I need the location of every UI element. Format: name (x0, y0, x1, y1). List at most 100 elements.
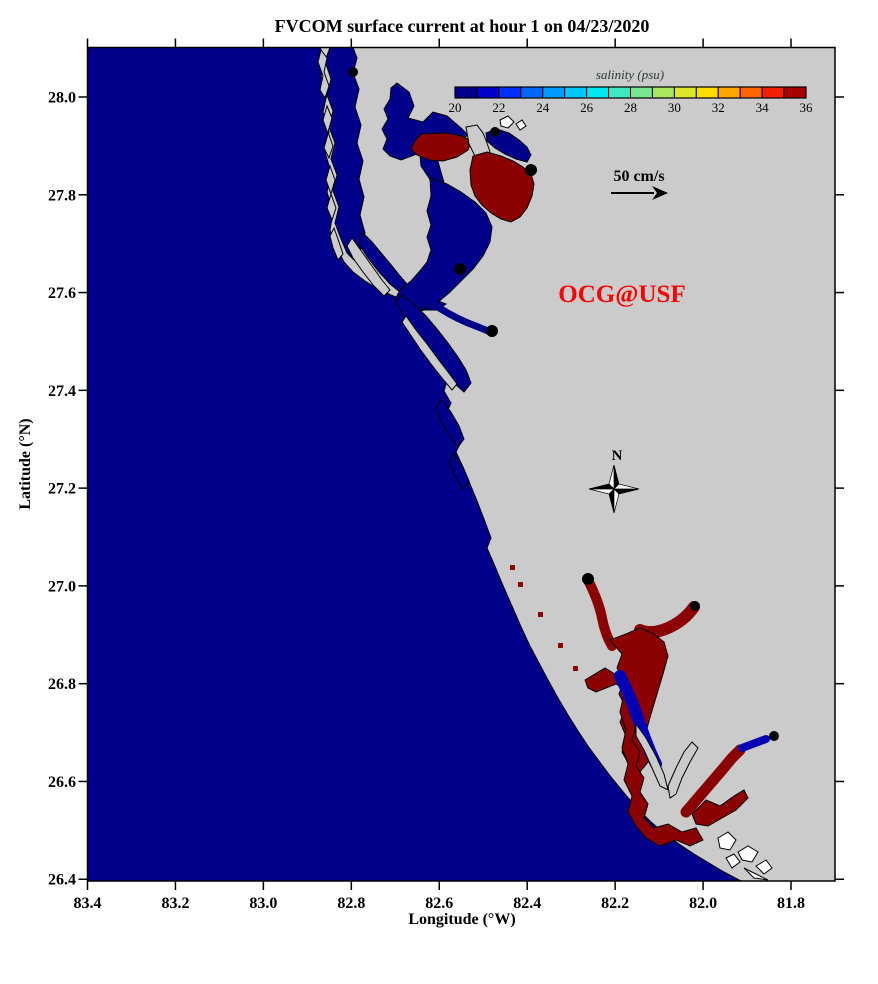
east-bay-estuary (469, 151, 535, 223)
tick-label: 82.0 (689, 895, 717, 912)
tick-label: 26.8 (48, 676, 76, 693)
colorbar-title: salinity (psu) (596, 67, 664, 82)
tick-label: 27.6 (48, 285, 76, 302)
tick-label: 83.4 (74, 895, 102, 912)
tick-label: 28.0 (48, 90, 76, 107)
coastal-estuary-speck (510, 565, 515, 570)
cape-haze-sliver (635, 722, 669, 791)
coastal-estuary-speck (573, 666, 578, 671)
tick-label: 24 (536, 100, 550, 115)
tick-label: 36 (800, 100, 814, 115)
myakka-river-estuary (583, 575, 617, 651)
caloosahatchee-upper-water (738, 735, 770, 752)
hillsborough-bay-estuary (410, 132, 472, 162)
peace-river-head-dot (690, 601, 700, 611)
islet (499, 115, 515, 129)
y-tick-labels: 28.0 27.8 27.6 27.4 27.2 27.0 26.8 26.6 26.4 (48, 90, 76, 889)
matlacha-estuary (691, 789, 749, 827)
islet (737, 845, 759, 863)
tick-label: 27.2 (48, 481, 76, 498)
y-axis-title: Latitude (°N) (17, 418, 34, 509)
lagoon-water (435, 398, 465, 448)
colorbar-segment (542, 86, 566, 99)
colorbar-cells (454, 86, 807, 99)
tick-label: 27.0 (48, 578, 76, 595)
plot-frame (86, 46, 836, 882)
colorbar-tick-labels: 20 22 24 26 28 30 32 34 36 (449, 100, 814, 115)
watermark-label: OCG@USF (558, 281, 685, 308)
scale-arrow-head (652, 186, 668, 200)
tick-label: 81.8 (777, 895, 805, 912)
tick-label: 82.8 (337, 895, 365, 912)
colorbar-segment (630, 86, 653, 99)
node-dot (525, 164, 537, 176)
colorbar-segment (608, 86, 631, 99)
caloosahatchee-river-estuary (680, 744, 746, 818)
colorbar-segment (783, 86, 807, 99)
tick-label: 83.2 (161, 895, 189, 912)
coastal-estuary-speck (538, 612, 543, 617)
coastal-estuary-speck (518, 582, 523, 587)
tick-label: 82.4 (513, 895, 541, 912)
lagoon-water (448, 451, 470, 490)
barrier-island (325, 164, 337, 222)
compass-rose: N (588, 448, 640, 514)
caloosahatchee-head-dot (769, 731, 779, 741)
tampa-bay-water (394, 177, 493, 310)
tick-label: 34 (756, 100, 770, 115)
barrier-island (329, 226, 344, 261)
barrier-island (317, 48, 330, 100)
axis-ticks (78, 38, 844, 890)
compass-north-label: N (612, 448, 623, 464)
islet (755, 859, 773, 875)
barrier-island (401, 315, 458, 391)
tick-label: 28 (624, 100, 637, 115)
colorbar-segment (651, 86, 675, 99)
colorbar-frame (454, 86, 807, 99)
x-axis-title: Longitude (°W) (408, 911, 515, 928)
tick-label: 22 (492, 100, 505, 115)
colorbar-segment (454, 86, 478, 99)
colorbar-segment (586, 86, 610, 99)
node-dot (490, 127, 500, 137)
tick-label: 82.6 (425, 895, 453, 912)
colorbar-segment (761, 86, 785, 99)
colorbar-segment (739, 86, 763, 99)
colorbar-segment (476, 86, 500, 99)
manatee-river-water (425, 297, 492, 335)
colorbar-segment (673, 86, 697, 99)
tick-label: 27.8 (48, 187, 76, 204)
x-tick-labels: 83.4 83.2 83.0 82.8 82.6 82.4 82.2 82.0 81.8 (74, 895, 806, 912)
islet (743, 867, 769, 881)
node-dot (348, 67, 358, 77)
islet (515, 119, 527, 131)
colorbar-segment (695, 86, 719, 99)
tick-label: 82.2 (601, 895, 629, 912)
colorbar-segment (498, 86, 522, 99)
compass-star-icon (588, 464, 640, 514)
colorbar-segment (520, 86, 544, 99)
colorbar-segment (564, 86, 588, 99)
mckay-bay-water (485, 128, 532, 163)
tick-label: 30 (668, 100, 681, 115)
map-area (87, 47, 835, 881)
node-dot (454, 263, 466, 275)
myakka-river-head-dot (582, 573, 594, 585)
manatee-river-head-dot (486, 325, 498, 337)
barrier-island (346, 237, 391, 297)
tick-label: 26 (580, 100, 594, 115)
tick-label: 83.0 (249, 895, 277, 912)
tick-label: 26.6 (48, 774, 76, 791)
tick-label: 32 (712, 100, 725, 115)
colorbar: salinity (psu) 20 22 24 26 28 30 32 34 36 (449, 67, 814, 115)
tick-label: 20 (449, 100, 462, 115)
vector-scale: 50 cm/s (611, 168, 668, 200)
peninsula-sliver (667, 741, 699, 799)
colorbar-segment (717, 86, 741, 99)
coastal-estuary-speck (558, 643, 563, 648)
tick-label: 26.4 (48, 872, 76, 889)
figure-title: FVCOM surface current at hour 1 on 04/23… (275, 16, 650, 36)
islet (717, 831, 737, 851)
